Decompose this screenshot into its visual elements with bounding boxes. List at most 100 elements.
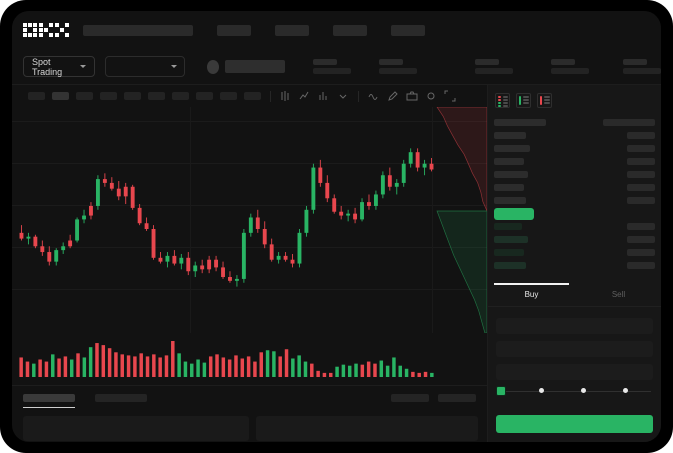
global-search-input[interactable] (83, 24, 193, 36)
tab-buy-label: Buy (524, 290, 539, 299)
pencil-icon[interactable] (387, 90, 399, 102)
orderbook-price (494, 158, 524, 165)
orderbook-size (627, 249, 655, 256)
slider-stop-25[interactable] (539, 388, 544, 393)
candlestick-icon[interactable] (280, 90, 292, 102)
slider-stop-50[interactable] (581, 388, 586, 393)
timeframe-button-3[interactable] (76, 92, 93, 100)
orderbook-size (627, 197, 655, 204)
timeframe-button-5[interactable] (124, 92, 141, 100)
chevron-down-icon (171, 65, 178, 68)
orderbook-price (494, 171, 528, 178)
orderbook-view-switcher (488, 85, 661, 114)
orderbook-row[interactable] (494, 259, 655, 272)
volume-series (19, 341, 434, 377)
orders-action-2[interactable] (438, 394, 476, 402)
market-stat-5 (623, 59, 661, 74)
market-stat-2 (379, 59, 417, 74)
timeframe-button-2[interactable] (52, 92, 69, 100)
candlestick-series (19, 148, 434, 287)
order-amount-slider[interactable] (496, 386, 653, 396)
top-navigation (12, 11, 661, 49)
okx-logo-icon[interactable] (23, 23, 69, 37)
orderbook-size (627, 184, 655, 191)
orderbook-size (603, 119, 655, 126)
market-stat-4 (551, 59, 589, 74)
market-stat-3 (475, 59, 513, 74)
submit-order-button[interactable] (496, 415, 653, 433)
grid-line (12, 205, 487, 206)
tab-sell-label: Sell (611, 290, 626, 299)
grid-line (432, 107, 433, 333)
orderbook-bids-icon[interactable] (516, 93, 531, 108)
timeframe-button-10[interactable] (244, 92, 261, 100)
orderbook-size (627, 158, 655, 165)
orderbook-row[interactable] (494, 207, 655, 220)
orders-content (12, 402, 487, 441)
tab-open-orders[interactable] (23, 394, 75, 408)
pair-select-dropdown[interactable] (105, 56, 186, 77)
orderbook-price (494, 262, 526, 269)
tab-sell[interactable]: Sell (575, 283, 661, 306)
order-amount-field[interactable] (496, 341, 653, 357)
fullscreen-icon[interactable] (444, 90, 456, 102)
orderbook-row[interactable] (494, 246, 655, 259)
orders-action-1[interactable] (391, 394, 429, 402)
camera-icon[interactable] (406, 90, 418, 102)
order-total-field[interactable] (496, 364, 653, 380)
orderbook-both-icon[interactable] (495, 93, 510, 108)
orderbook-row[interactable] (494, 233, 655, 246)
grid-line (12, 163, 487, 164)
nav-item-2[interactable] (275, 24, 309, 36)
chevron-down-icon[interactable] (337, 90, 349, 102)
nav-item-1[interactable] (217, 24, 251, 36)
timeframe-button-1[interactable] (28, 92, 45, 100)
slider-handle[interactable] (496, 386, 506, 396)
chart-toolbar (12, 85, 487, 107)
slider-stop-75[interactable] (623, 388, 628, 393)
wave-icon[interactable] (368, 90, 380, 102)
depth-chart-overlay (436, 107, 487, 333)
grid-line (12, 289, 487, 290)
price-chart[interactable] (12, 107, 487, 385)
orderbook-row[interactable] (494, 129, 655, 142)
orderbook-price (494, 197, 526, 204)
orderbook-price (494, 236, 528, 243)
timeframe-button-8[interactable] (196, 92, 213, 100)
timeframe-button-4[interactable] (100, 92, 117, 100)
orderbook-row[interactable] (494, 142, 655, 155)
orderbook-asks-icon[interactable] (537, 93, 552, 108)
orderbook-size (627, 223, 655, 230)
line-chart-icon[interactable] (299, 90, 311, 102)
bar-chart-icon[interactable] (318, 90, 330, 102)
timeframe-button-9[interactable] (220, 92, 237, 100)
orders-tabs (12, 386, 487, 408)
market-stat-1 (313, 59, 351, 74)
market-bar: Spot Trading (12, 49, 661, 85)
chevron-down-icon (80, 65, 87, 68)
tab-buy[interactable]: Buy (488, 283, 575, 306)
orderbook-row[interactable] (494, 155, 655, 168)
orderbook-row[interactable] (494, 116, 655, 129)
settings-icon[interactable] (425, 90, 437, 102)
timeframe-button-7[interactable] (172, 92, 189, 100)
orderbook-row[interactable] (494, 194, 655, 207)
orderbook-panel: Buy Sell (487, 85, 661, 442)
nav-item-3[interactable] (333, 24, 367, 36)
orderbook-rows (488, 114, 661, 272)
timeframe-button-6[interactable] (148, 92, 165, 100)
grid-line (12, 121, 487, 122)
tab-order-history[interactable] (95, 394, 147, 402)
orderbook-row[interactable] (494, 168, 655, 181)
orderbook-row[interactable] (494, 181, 655, 194)
orderbook-price (494, 132, 526, 139)
orderbook-size (627, 171, 655, 178)
order-price-field[interactable] (496, 318, 653, 334)
nav-item-4[interactable] (391, 24, 425, 36)
trading-mode-dropdown[interactable]: Spot Trading (23, 56, 96, 77)
orders-actions (391, 394, 476, 402)
app-screen: Spot Trading (12, 11, 661, 442)
orderbook-row[interactable] (494, 220, 655, 233)
current-pair-label[interactable] (225, 60, 285, 73)
